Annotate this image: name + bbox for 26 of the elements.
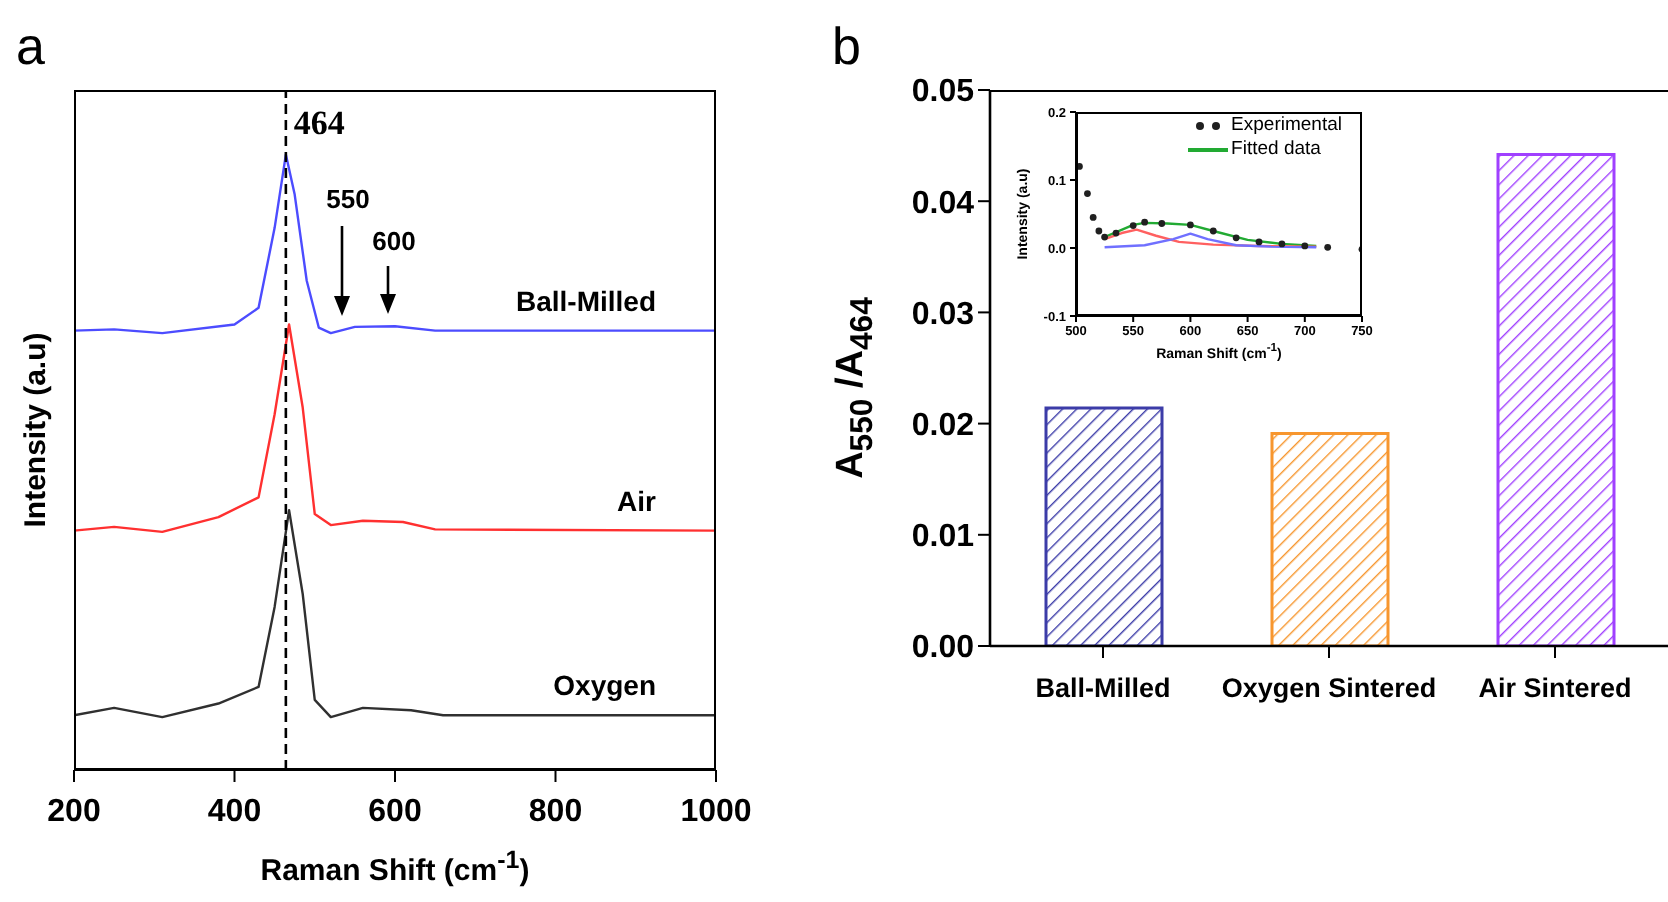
- chart-title: a: [16, 16, 45, 78]
- y-axis-title: Intensity (a.u): [19, 332, 53, 528]
- x-tick-label: 600: [368, 794, 422, 829]
- annotation: 550: [326, 184, 370, 214]
- y-tick-label: 0.00: [911, 631, 975, 666]
- legend-label: Experimental: [1231, 114, 1342, 138]
- ref-line-label: 464: [293, 104, 346, 142]
- legend-label: Fitted data: [1231, 138, 1321, 162]
- x-tick-label: 400: [207, 794, 262, 829]
- y-tick-label: 0.05: [911, 75, 975, 110]
- chart-title: b: [832, 16, 861, 78]
- y-tick-label: 0.03: [911, 297, 975, 332]
- series-label: Ball-Milled: [515, 284, 656, 317]
- x-tick-label: Air Sintered: [1478, 673, 1632, 704]
- x-tick-label: 800: [528, 794, 583, 829]
- y-tick-label: 0.04: [911, 186, 975, 221]
- x-tick-label: Ball-Milled: [1035, 673, 1171, 704]
- x-tick-label: 200: [47, 794, 101, 829]
- y-tick-label: 0.01: [911, 520, 975, 555]
- x-tick-label: 1000: [680, 794, 752, 829]
- annotation: 600: [372, 226, 416, 256]
- x-axis-title: Raman Shift (cm$^{-1}$): [260, 846, 530, 888]
- x-tick-label: Oxygen Sintered: [1221, 673, 1437, 704]
- series-label: Air: [617, 484, 658, 517]
- series-label: Oxygen: [553, 669, 656, 702]
- y-tick-label: 0.02: [911, 408, 975, 443]
